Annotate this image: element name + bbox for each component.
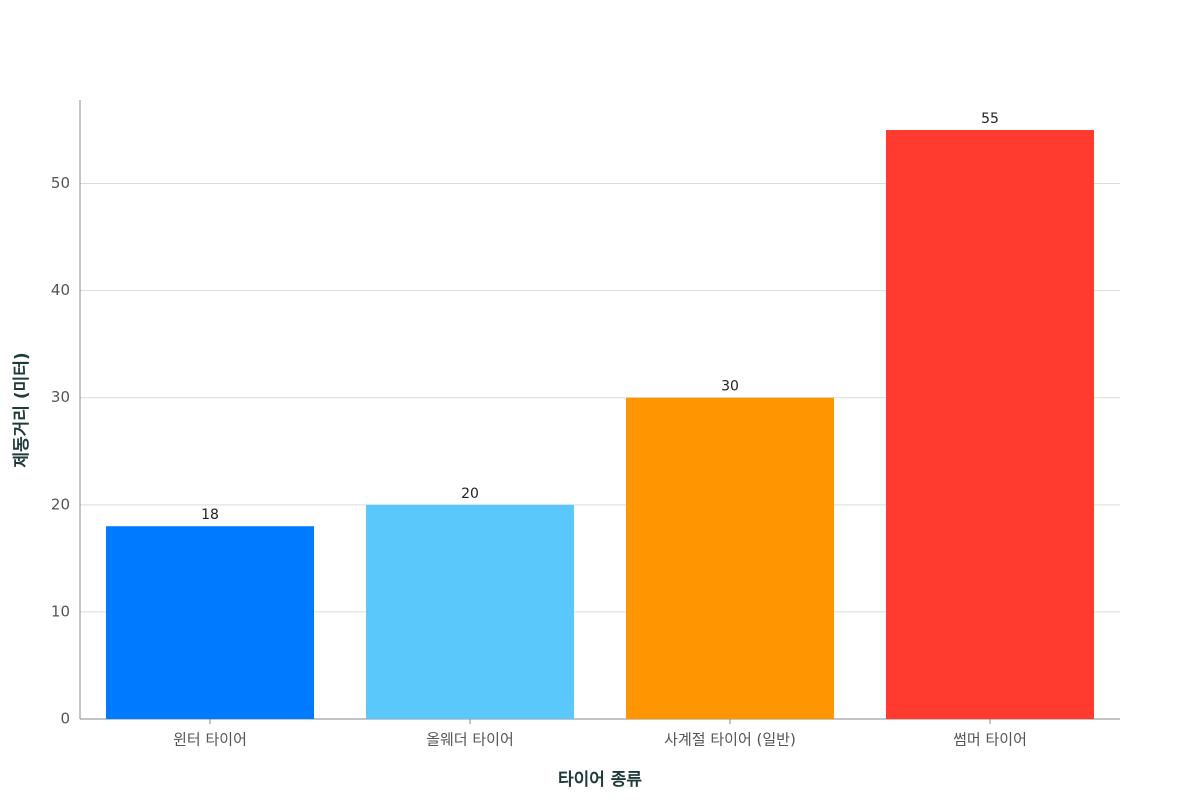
value-label: 30 [721, 379, 739, 395]
bar [106, 526, 314, 719]
value-label: 55 [981, 111, 999, 127]
x-tick-label: 올웨더 타이어 [426, 731, 514, 749]
y-tick-label: 50 [51, 174, 70, 192]
x-tick-label: 윈터 타이어 [173, 731, 247, 749]
value-label: 20 [461, 486, 479, 502]
y-tick-label: 40 [51, 281, 70, 299]
bar [626, 397, 834, 719]
y-tick-label: 10 [51, 602, 70, 620]
bar [886, 129, 1094, 720]
x-tick-label: 썸머 타이어 [953, 731, 1027, 749]
y-tick-label: 20 [51, 495, 70, 513]
x-tick-label: 사계절 타이어 (일반) [664, 731, 796, 749]
x-axis-title: 타이어 종류 [558, 770, 642, 790]
y-tick-label: 0 [60, 710, 70, 728]
bar [366, 504, 574, 719]
y-tick-label: 30 [51, 388, 70, 406]
y-axis-title: 제동거리 (미터) [12, 352, 32, 467]
value-label: 18 [201, 507, 219, 523]
